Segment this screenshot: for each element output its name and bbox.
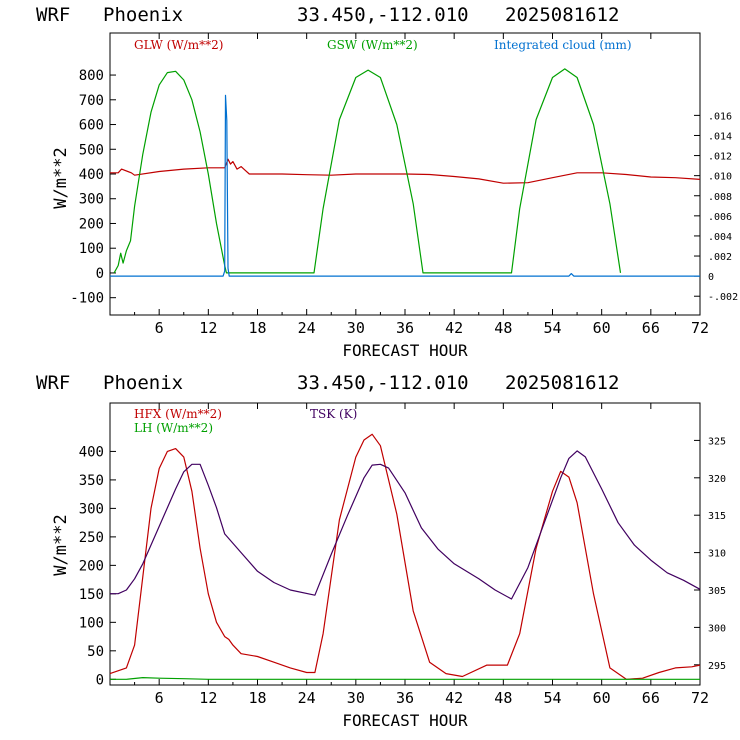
x-tick-label: 42 [445, 689, 463, 707]
y-tick-label: 250 [79, 530, 104, 546]
location-label: Phoenix [103, 372, 183, 394]
y-tick-label: 350 [79, 473, 104, 489]
chart-panel-radiation: WRF Phoenix 33.450,-112.010 2025081612 G… [36, 4, 738, 360]
y2-tick-label: .010 [708, 172, 732, 183]
y2-tick-label: .006 [708, 212, 732, 223]
x-tick-label: 54 [543, 689, 561, 707]
x-tick-label: 36 [396, 689, 414, 707]
y-axis-right: -.002 0 .002 .004 .006 .008 .010 .012 .014 .016 [694, 111, 738, 303]
x-tick-label: 66 [642, 689, 660, 707]
y2-tick-label: 295 [708, 661, 726, 672]
run-date-label: 2025081612 [505, 4, 619, 26]
y-tick-label: 0 [96, 672, 104, 688]
y-tick-label: 600 [79, 118, 104, 134]
chart-panel-surface-fluxes: WRF Phoenix 33.450,-112.010 2025081612 H… [36, 372, 726, 730]
legend-hfx: HFX (W/m**2) [134, 407, 222, 421]
x-tick-label: 24 [298, 319, 316, 337]
x-axis-label: FORECAST HOUR [342, 341, 468, 360]
x-tick-label: 66 [642, 319, 660, 337]
x-tick-label: 30 [347, 319, 365, 337]
y2-tick-label: .016 [708, 111, 732, 122]
y-axis-label: W/m**2 [51, 147, 71, 208]
y-tick-label: 400 [79, 444, 104, 460]
y2-tick-label: 0 [708, 272, 714, 283]
x-tick-label: 72 [691, 319, 709, 337]
legend-gsw: GSW (W/m**2) [327, 38, 418, 52]
x-tick-label: 72 [691, 689, 709, 707]
model-label: WRF [36, 372, 70, 394]
x-tick-label: 42 [445, 319, 463, 337]
x-tick-label: 12 [199, 319, 217, 337]
y-tick-label: 100 [79, 615, 104, 631]
series-line-hfx [109, 433, 701, 680]
run-date-label: 2025081612 [505, 372, 619, 394]
y-tick-label: 150 [79, 587, 104, 603]
x-tick-label: 54 [543, 319, 561, 337]
y2-tick-label: .004 [708, 232, 732, 243]
y-tick-label: 50 [87, 644, 104, 660]
y-axis-left: 0 50 100 150 200 250 300 350 400 [79, 444, 116, 688]
location-label: Phoenix [103, 4, 183, 26]
coordinates-label: 33.450,-112.010 [297, 372, 469, 394]
y-axis-left: -100 0 100 200 300 400 500 600 700 800 [70, 68, 116, 307]
x-tick-label: 60 [593, 319, 611, 337]
y2-tick-label: 305 [708, 586, 726, 597]
model-label: WRF [36, 4, 70, 26]
y2-tick-label: 300 [708, 623, 726, 634]
y-tick-label: 100 [79, 241, 104, 257]
y2-tick-label: .008 [708, 192, 732, 203]
y-tick-label: 400 [79, 167, 104, 183]
x-tick-label: 12 [199, 689, 217, 707]
y-tick-label: 200 [79, 216, 104, 232]
series-group [109, 433, 701, 680]
series-line-integrated [110, 94, 700, 277]
x-tick-label: 18 [248, 689, 266, 707]
coordinates-label: 33.450,-112.010 [297, 4, 469, 26]
y-axis-label: W/m**2 [51, 514, 71, 575]
y2-tick-label: 310 [708, 549, 726, 560]
y-axis-right: 295 300 305 310 315 320 325 [694, 436, 726, 672]
y-tick-label: -100 [70, 291, 104, 307]
x-tick-label: 18 [248, 319, 266, 337]
legend-glw: GLW (W/m**2) [134, 38, 223, 52]
series-line-tsk [110, 450, 701, 600]
plot-frame [109, 402, 701, 686]
x-axis: 6 12 18 24 30 36 42 48 54 60 66 72 [134, 403, 709, 707]
x-tick-label: 24 [298, 689, 316, 707]
y2-tick-label: -.002 [708, 292, 738, 303]
y2-tick-label: 325 [708, 436, 726, 447]
series-line-lh [110, 676, 700, 680]
legend-lh: LH (W/m**2) [134, 421, 213, 435]
series-line-gsw [113, 68, 622, 274]
y-tick-label: 200 [79, 558, 104, 574]
x-tick-label: 48 [494, 319, 512, 337]
y2-tick-label: .002 [708, 252, 732, 263]
y2-tick-label: 320 [708, 474, 726, 485]
x-axis: 6 12 18 24 30 36 42 48 54 60 66 72 [134, 33, 709, 337]
y-tick-label: 300 [79, 192, 104, 208]
x-tick-label: 36 [396, 319, 414, 337]
y2-tick-label: .012 [708, 152, 732, 163]
x-tick-label: 30 [347, 689, 365, 707]
x-tick-label: 48 [494, 689, 512, 707]
y-tick-label: 0 [96, 266, 104, 282]
series-line-glw [110, 158, 701, 184]
x-tick-label: 60 [593, 689, 611, 707]
legend-integrated-cloud: Integrated cloud (mm) [494, 38, 632, 52]
y-tick-label: 500 [79, 142, 104, 158]
y-tick-label: 800 [79, 68, 104, 84]
x-tick-label: 6 [155, 689, 164, 707]
x-axis-label: FORECAST HOUR [342, 711, 468, 730]
x-tick-label: 6 [155, 319, 164, 337]
series-group [110, 68, 701, 277]
y-tick-label: 300 [79, 501, 104, 517]
y-tick-label: 700 [79, 93, 104, 109]
y2-tick-label: 315 [708, 511, 726, 522]
legend-tsk: TSK (K) [310, 407, 357, 421]
y2-tick-label: .014 [708, 131, 732, 142]
